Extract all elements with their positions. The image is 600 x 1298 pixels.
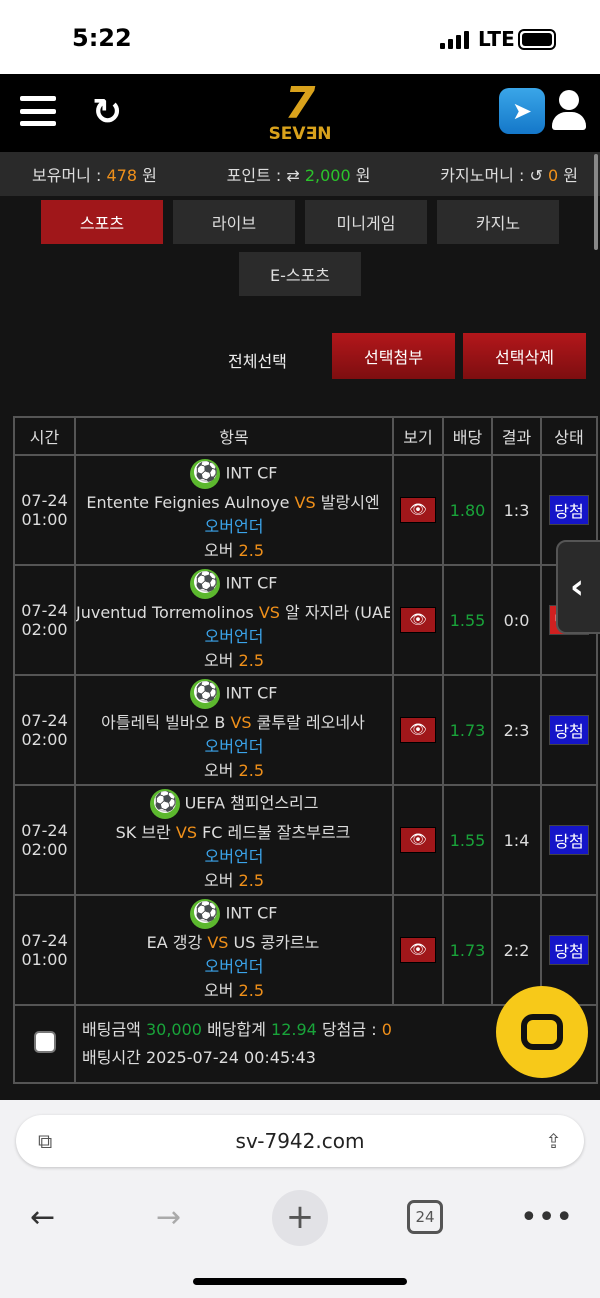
header-result: 결과 [491, 416, 542, 456]
header-status: 상태 [540, 416, 598, 456]
back-icon[interactable]: ← [30, 1200, 56, 1235]
eye-icon[interactable]: 👁 [400, 607, 436, 633]
money-bar: 보유머니 : 478 원 포인트 : ⇄ 2,000 원 카지노머니 : ↺ 0… [0, 152, 600, 196]
logo[interactable]: 7 SEV∃N [268, 78, 332, 144]
item-cell: UEFA 챔피언스리그 SK 브란 VS FC 레드불 잘츠부르크 오버언더오버… [74, 784, 394, 896]
soccer-ball-icon [149, 789, 180, 819]
menu-icon[interactable] [20, 96, 56, 126]
status-badge: 당첨 [549, 495, 589, 525]
eye-icon[interactable]: 👁 [400, 827, 436, 853]
attach-selected-button[interactable]: 선택첨부 [332, 333, 455, 379]
share-icon: ⇪ [545, 1129, 562, 1153]
address-bar[interactable]: ⧉ sv-7942.com ⇪ [16, 1115, 584, 1167]
top-bar: ↻ 7 SEV∃N ➤ [0, 74, 600, 152]
status-bar: 5:22 LTE [0, 0, 600, 74]
eye-icon[interactable]: 👁 [400, 937, 436, 963]
time-cell: 07-24 01:00 [13, 894, 76, 1006]
odds-cell: 1.73 [442, 674, 493, 786]
odds-cell: 1.55 [442, 564, 493, 676]
refresh-icon[interactable]: ↻ [92, 92, 123, 133]
tab-esports[interactable]: E-스포츠 [239, 252, 361, 296]
status-badge: 당첨 [549, 715, 589, 745]
tabs-button[interactable]: 24 [407, 1200, 443, 1234]
time-cell: 07-24 02:00 [13, 674, 76, 786]
tab-sports[interactable]: 스포츠 [41, 200, 163, 244]
chat-icon [521, 1014, 563, 1050]
result-cell: 2:3 [491, 674, 542, 786]
soccer-ball-icon [190, 569, 221, 599]
reload-icon: ↺ [529, 166, 543, 185]
scrollbar[interactable] [594, 154, 598, 250]
clock: 5:22 [72, 24, 132, 52]
soccer-ball-icon [190, 679, 221, 709]
user-icon[interactable] [552, 90, 586, 130]
more-icon[interactable]: ••• [520, 1200, 574, 1235]
time-cell: 07-24 01:00 [13, 454, 76, 566]
soccer-ball-icon [190, 899, 221, 929]
delete-selected-button[interactable]: 선택삭제 [463, 333, 586, 379]
forward-icon[interactable]: → [156, 1200, 182, 1235]
chevron-left-icon: ‹ [570, 567, 585, 607]
new-tab-icon[interactable]: + [272, 1190, 328, 1246]
result-cell: 1:3 [491, 454, 542, 566]
odds-cell: 1.80 [442, 454, 493, 566]
page-settings-icon: ⧉ [38, 1129, 53, 1153]
select-all[interactable]: 전체선택 [228, 352, 287, 371]
odds-cell: 1.73 [442, 894, 493, 1006]
soccer-ball-icon [190, 459, 221, 489]
signal-icon [440, 31, 469, 49]
item-cell: INT CF Juventud Torremolinos VS 알 자지라 (U… [74, 564, 394, 676]
battery-icon [518, 29, 556, 50]
exchange-icon: ⇄ [286, 166, 300, 185]
category-tabs: 스포츠 라이브 미니게임 카지노 E-스포츠 전체선택 선택첨부 선택삭제 [0, 196, 600, 396]
eye-icon[interactable]: 👁 [400, 717, 436, 743]
status-badge: 당첨 [549, 825, 589, 855]
app: ↻ 7 SEV∃N ➤ 보유머니 : 478 원 포인트 : ⇄ 2,000 원 … [0, 74, 600, 1100]
home-indicator [193, 1278, 407, 1285]
network-label: LTE [478, 27, 515, 51]
time-cell: 07-24 02:00 [13, 564, 76, 676]
chat-button[interactable] [496, 986, 588, 1078]
browser-toolbar: ⧉ sv-7942.com ⇪ ← → + 24 ••• [0, 1100, 600, 1298]
header-view: 보기 [392, 416, 444, 456]
result-cell: 1:4 [491, 784, 542, 896]
side-panel-toggle[interactable]: ‹ [556, 540, 600, 634]
hold-money: 보유머니 : 478 원 [32, 166, 157, 185]
header-item: 항목 [74, 416, 394, 456]
time-cell: 07-24 02:00 [13, 784, 76, 896]
item-cell: INT CF Entente Feignies Aulnoye VS 발랑시엔 … [74, 454, 394, 566]
points[interactable]: 포인트 : ⇄ 2,000 원 [226, 166, 371, 185]
tab-minigame[interactable]: 미니게임 [305, 200, 427, 244]
tab-casino[interactable]: 카지노 [437, 200, 559, 244]
status-badge: 당첨 [549, 935, 589, 965]
header-odds: 배당 [442, 416, 493, 456]
casino-money[interactable]: 카지노머니 : ↺ 0 원 [440, 166, 578, 185]
telegram-icon[interactable]: ➤ [499, 88, 545, 134]
tab-live[interactable]: 라이브 [173, 200, 295, 244]
eye-icon[interactable]: 👁 [400, 497, 436, 523]
result-cell: 0:0 [491, 564, 542, 676]
odds-cell: 1.55 [442, 784, 493, 896]
bet-checkbox[interactable] [33, 1031, 56, 1053]
header-time: 시간 [13, 416, 76, 456]
